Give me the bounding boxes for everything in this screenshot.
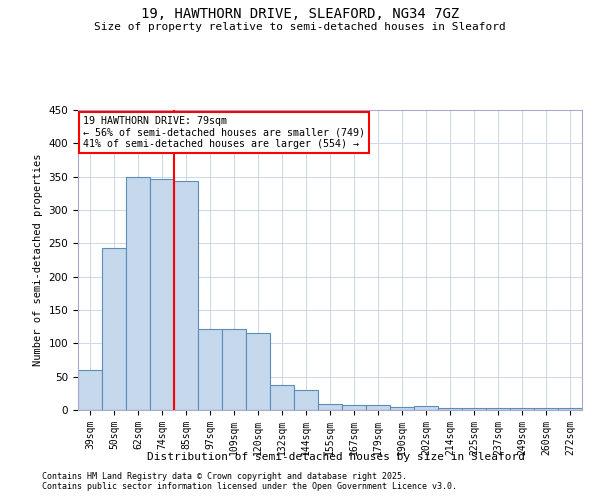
Y-axis label: Number of semi-detached properties: Number of semi-detached properties bbox=[33, 154, 43, 366]
Text: Distribution of semi-detached houses by size in Sleaford: Distribution of semi-detached houses by … bbox=[147, 452, 525, 462]
Bar bbox=[390, 406, 414, 410]
Bar bbox=[366, 406, 390, 410]
Bar bbox=[150, 178, 174, 410]
Bar bbox=[270, 384, 294, 410]
Bar bbox=[318, 404, 342, 410]
Bar bbox=[486, 408, 510, 410]
Text: Contains public sector information licensed under the Open Government Licence v3: Contains public sector information licen… bbox=[42, 482, 457, 491]
Bar bbox=[222, 328, 246, 410]
Bar bbox=[534, 408, 558, 410]
Text: 19, HAWTHORN DRIVE, SLEAFORD, NG34 7GZ: 19, HAWTHORN DRIVE, SLEAFORD, NG34 7GZ bbox=[141, 8, 459, 22]
Bar bbox=[174, 182, 198, 410]
Text: 19 HAWTHORN DRIVE: 79sqm
← 56% of semi-detached houses are smaller (749)
41% of : 19 HAWTHORN DRIVE: 79sqm ← 56% of semi-d… bbox=[83, 116, 365, 149]
Bar bbox=[438, 408, 462, 410]
Bar bbox=[126, 178, 150, 410]
Bar bbox=[198, 328, 222, 410]
Bar bbox=[78, 370, 102, 410]
Bar bbox=[294, 390, 318, 410]
Text: Size of property relative to semi-detached houses in Sleaford: Size of property relative to semi-detach… bbox=[94, 22, 506, 32]
Bar bbox=[510, 408, 534, 410]
Bar bbox=[246, 334, 270, 410]
Bar bbox=[558, 408, 582, 410]
Bar bbox=[462, 408, 486, 410]
Bar bbox=[342, 406, 366, 410]
Text: Contains HM Land Registry data © Crown copyright and database right 2025.: Contains HM Land Registry data © Crown c… bbox=[42, 472, 407, 481]
Bar bbox=[414, 406, 438, 410]
Bar bbox=[102, 248, 126, 410]
